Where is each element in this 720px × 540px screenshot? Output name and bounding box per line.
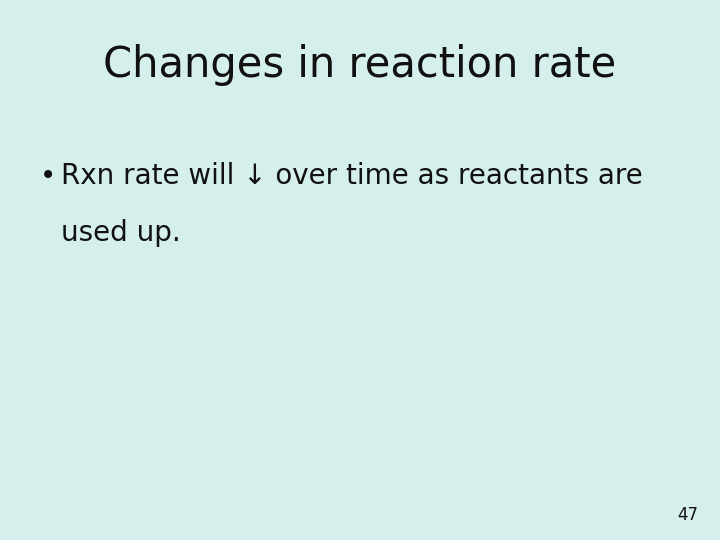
Text: 47: 47 [678,506,698,524]
Text: Changes in reaction rate: Changes in reaction rate [104,44,616,86]
Text: used up.: used up. [61,219,181,247]
Text: •: • [40,162,56,190]
Text: Rxn rate will ↓ over time as reactants are: Rxn rate will ↓ over time as reactants a… [61,162,643,190]
